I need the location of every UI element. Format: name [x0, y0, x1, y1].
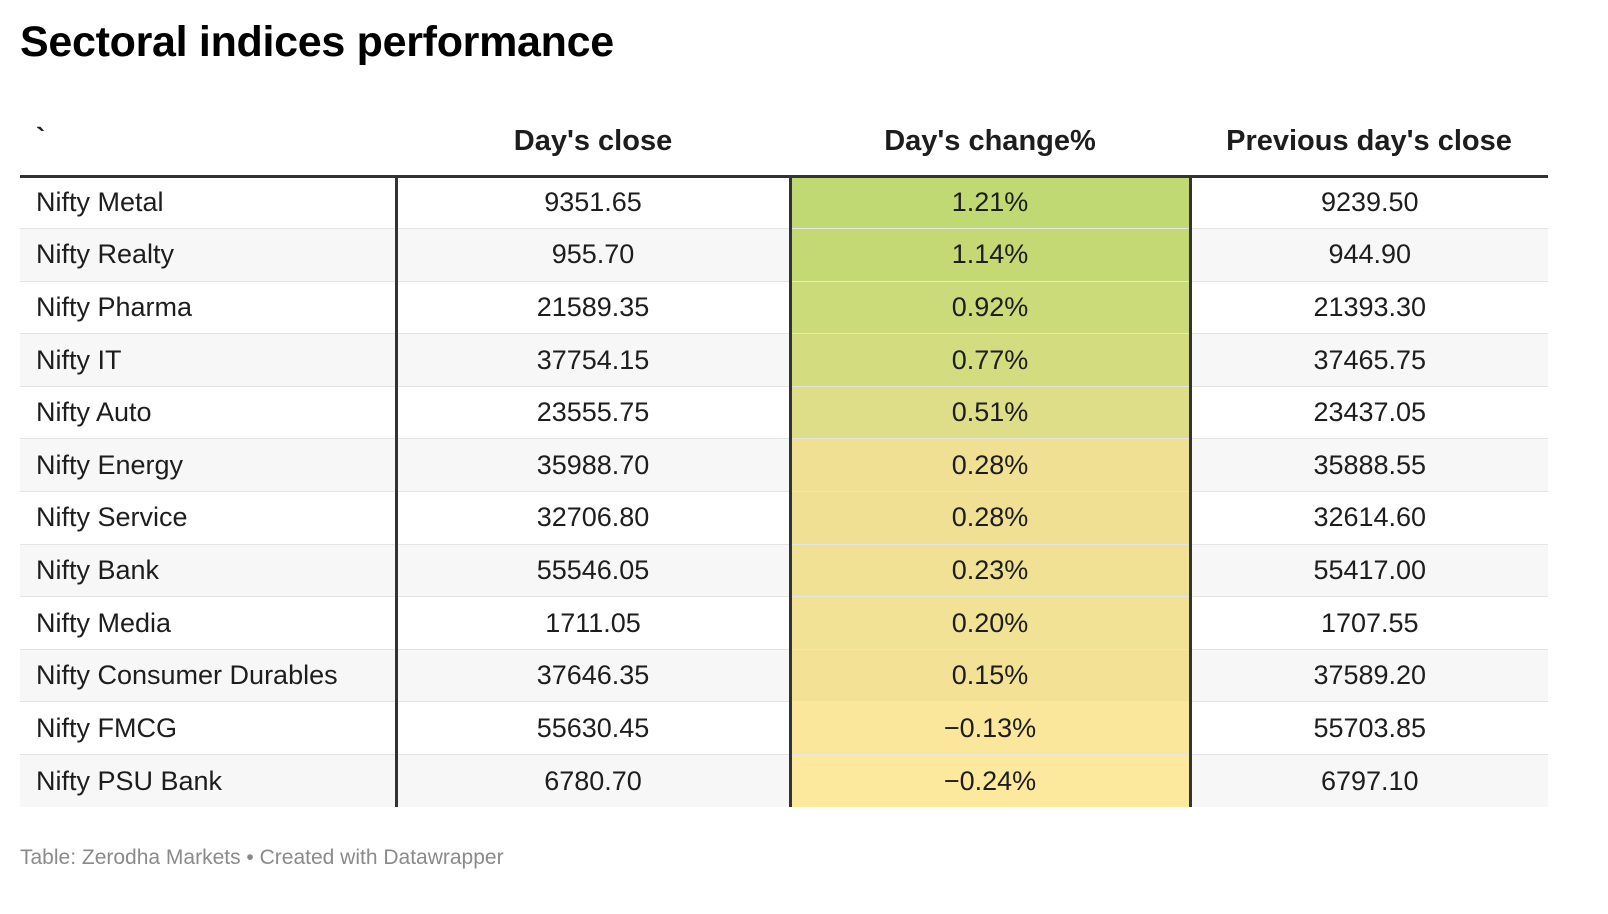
column-header-days-change: Day's change% [790, 104, 1190, 178]
cell-previous-close: 37589.20 [1190, 649, 1548, 703]
table-header-row: ` Day's close Day's change% Previous day… [20, 104, 1548, 178]
cell-days-close: 21589.35 [396, 281, 792, 335]
cell-days-close: 1711.05 [396, 596, 792, 650]
cell-days-close: 955.70 [396, 228, 792, 282]
column-header-days-close: Day's close [396, 104, 790, 178]
cell-index-name: Nifty Auto [20, 386, 398, 440]
cell-previous-close: 21393.30 [1190, 281, 1548, 335]
column-header-previous-close: Previous day's close [1190, 104, 1548, 178]
cell-index-name: Nifty PSU Bank [20, 754, 398, 808]
cell-days-close: 55630.45 [396, 701, 792, 756]
cell-previous-close: 35888.55 [1190, 438, 1548, 493]
source-note: Table: Zerodha Markets • Created with Da… [20, 846, 504, 869]
cell-index-name: Nifty FMCG [20, 701, 398, 756]
cell-days-change: 1.14% [790, 228, 1192, 282]
cell-days-close: 6780.70 [396, 754, 792, 808]
table-row: Nifty Consumer Durables 37646.35 0.15% 3758… [20, 649, 1548, 703]
table-row: Nifty Energy 35988.70 0.28% 35888.55 [20, 438, 1548, 493]
cell-previous-close: 37465.75 [1190, 333, 1548, 387]
cell-previous-close: 1707.55 [1190, 596, 1548, 650]
cell-index-name: Nifty Realty [20, 228, 398, 282]
table-row: Nifty FMCG 55630.45 −0.13% 55703.85 [20, 701, 1548, 756]
table-row: Nifty IT 37754.15 0.77% 37465.75 [20, 333, 1548, 387]
table-body: Nifty Metal 9351.65 1.21% 9239.50 Nifty Real… [20, 176, 1548, 808]
cell-days-change: 0.77% [790, 333, 1192, 387]
cell-index-name: Nifty Media [20, 596, 398, 650]
cell-days-change: 0.51% [790, 386, 1192, 440]
cell-index-name: Nifty IT [20, 333, 398, 387]
column-header-name: ` [20, 104, 396, 178]
chart-title: Sectoral indices performance [20, 18, 614, 66]
cell-previous-close: 944.90 [1190, 228, 1548, 282]
table-row: Nifty Service 32706.80 0.28% 32614.60 [20, 491, 1548, 545]
cell-index-name: Nifty Consumer Durables [20, 649, 398, 703]
sectoral-indices-table: ` Day's close Day's change% Previous day… [20, 104, 1548, 808]
cell-index-name: Nifty Metal [20, 176, 398, 230]
cell-previous-close: 32614.60 [1190, 491, 1548, 545]
cell-days-change: 0.23% [790, 544, 1192, 598]
cell-days-close: 35988.70 [396, 438, 792, 493]
cell-days-close: 55546.05 [396, 544, 792, 598]
cell-days-close: 37754.15 [396, 333, 792, 387]
cell-previous-close: 55703.85 [1190, 701, 1548, 756]
cell-index-name: Nifty Energy [20, 438, 398, 493]
table-row: Nifty Auto 23555.75 0.51% 23437.05 [20, 386, 1548, 440]
cell-previous-close: 6797.10 [1190, 754, 1548, 808]
cell-days-close: 9351.65 [396, 176, 792, 230]
cell-days-close: 23555.75 [396, 386, 792, 440]
cell-days-change: −0.24% [790, 754, 1192, 808]
table-row: Nifty Media 1711.05 0.20% 1707.55 [20, 596, 1548, 650]
cell-previous-close: 9239.50 [1190, 176, 1548, 230]
cell-index-name: Nifty Pharma [20, 281, 398, 335]
cell-days-change: 0.15% [790, 649, 1192, 703]
table-row: Nifty Metal 9351.65 1.21% 9239.50 [20, 176, 1548, 230]
cell-days-change: 0.20% [790, 596, 1192, 650]
table-row: Nifty PSU Bank 6780.70 −0.24% 6797.10 [20, 754, 1548, 808]
cell-days-change: 0.28% [790, 438, 1192, 493]
cell-previous-close: 23437.05 [1190, 386, 1548, 440]
cell-index-name: Nifty Service [20, 491, 398, 545]
table-row: Nifty Pharma 21589.35 0.92% 21393.30 [20, 281, 1548, 335]
cell-days-change: −0.13% [790, 701, 1192, 756]
cell-days-change: 1.21% [790, 176, 1192, 230]
cell-previous-close: 55417.00 [1190, 544, 1548, 598]
cell-days-close: 37646.35 [396, 649, 792, 703]
cell-days-change: 0.92% [790, 281, 1192, 335]
table-row: Nifty Bank 55546.05 0.23% 55417.00 [20, 544, 1548, 598]
cell-days-close: 32706.80 [396, 491, 792, 545]
cell-days-change: 0.28% [790, 491, 1192, 545]
cell-index-name: Nifty Bank [20, 544, 398, 598]
table-row: Nifty Realty 955.70 1.14% 944.90 [20, 228, 1548, 282]
